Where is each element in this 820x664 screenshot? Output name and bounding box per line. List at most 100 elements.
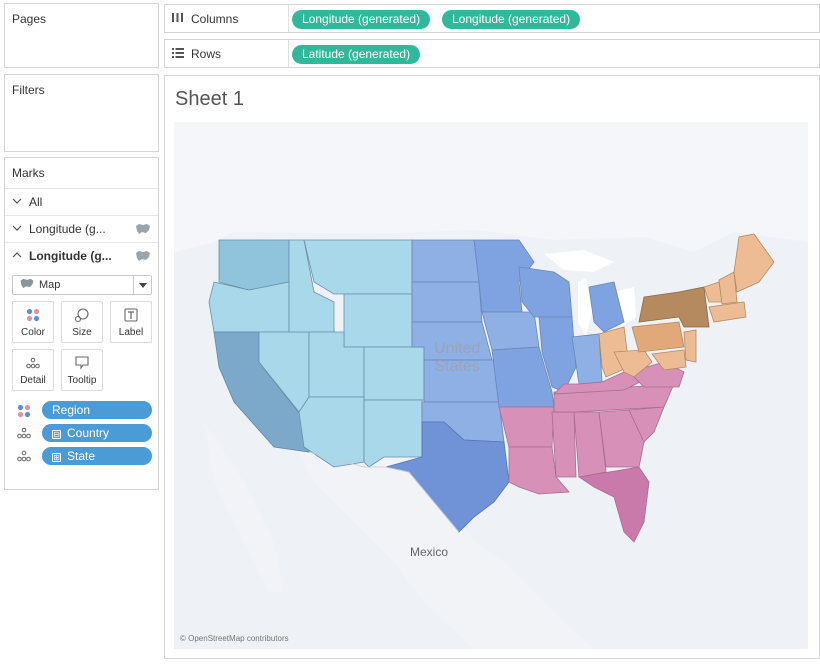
mark-type-value: Map (39, 279, 61, 291)
filters-title: Filters (12, 83, 45, 97)
label-card-label: Label (118, 327, 144, 338)
marks-row-label: All (29, 194, 43, 209)
lake-huron (614, 287, 636, 327)
state-new-york (638, 286, 710, 328)
state-washington (218, 239, 290, 291)
border-line (308, 451, 460, 533)
size-card-label: Size (72, 327, 92, 338)
state-new-jersey (683, 329, 697, 363)
sheet-title[interactable]: Sheet 1 (175, 88, 244, 110)
state-colorado (363, 346, 425, 401)
marks-field-state: ⊞ State (17, 447, 153, 465)
marks-card: Marks All Longitude (g... Longitude (g..… (4, 157, 159, 490)
state-new-mexico (363, 399, 423, 468)
country-label-line: United (434, 340, 481, 357)
columns-icon (172, 12, 183, 26)
state-mississippi (551, 411, 577, 478)
marks-title: Marks (12, 166, 45, 180)
tooltip-card[interactable]: Tooltip (61, 349, 103, 391)
detail-icon (17, 427, 33, 441)
marks-row-all[interactable]: All (5, 188, 158, 214)
size-card[interactable]: Size (61, 301, 103, 343)
country-label-mexico: Mexico (410, 545, 449, 559)
state-massachusetts (708, 301, 747, 323)
rows-label: Rows (191, 47, 222, 61)
chevron-up-icon (5, 250, 23, 262)
mark-type-select[interactable]: Map (12, 275, 152, 295)
color-card-label: Color (21, 327, 45, 338)
state-arizona (298, 396, 365, 468)
shelf-divider (288, 40, 289, 67)
mexico-land (294, 442, 594, 649)
map-icon (135, 250, 151, 265)
state-pennsylvania (631, 321, 685, 353)
pages-shelf[interactable]: Pages (4, 3, 159, 68)
columns-label: Columns (191, 12, 239, 26)
country-label-line: States (434, 358, 480, 375)
map-view[interactable]: United States Mexico © OpenStreetMap con… (174, 122, 808, 649)
country-pill[interactable]: ⊟ Country (42, 424, 152, 442)
pill-label: State (67, 449, 96, 463)
detail-card-label: Detail (20, 375, 46, 386)
tooltip-card-label: Tooltip (67, 375, 97, 386)
map-canvas (174, 122, 808, 649)
state-minnesota (473, 239, 535, 313)
rows-shelf[interactable]: Rows Latitude (generated) (164, 39, 820, 68)
pill-label: Region (52, 403, 91, 417)
state-michigan (588, 281, 625, 333)
country-label-us: United States (434, 340, 480, 376)
columns-shelf[interactable]: Columns Longitude (generated) Longitude … (164, 4, 820, 33)
marks-row-longitude-2[interactable]: Longitude (g... (5, 242, 158, 268)
state-wyoming (343, 293, 413, 348)
color-icon (13, 307, 53, 323)
lake-michigan (578, 278, 592, 337)
state-georgia (598, 409, 645, 468)
detail-icon (17, 450, 33, 464)
state-indiana (571, 333, 603, 385)
text-label-icon (111, 307, 151, 323)
state-arkansas (498, 406, 555, 448)
state-florida (577, 466, 650, 543)
marks-field-country: ⊟ Country (17, 424, 153, 442)
state-pill[interactable]: ⊞ State (42, 447, 152, 465)
map-icon (135, 223, 151, 238)
rows-pill-latitude[interactable]: Latitude (generated) (292, 45, 421, 64)
lake-superior (544, 250, 614, 272)
map-attribution[interactable]: © OpenStreetMap contributors (180, 634, 289, 643)
map-icon (13, 278, 35, 292)
chevron-down-icon (5, 196, 23, 208)
marks-row-longitude-1[interactable]: Longitude (g... (5, 215, 158, 241)
label-card[interactable]: Label (110, 301, 152, 343)
columns-pill-longitude-2[interactable]: Longitude (generated) (442, 10, 581, 29)
shelf-divider (288, 5, 289, 32)
state-new-hampshire (718, 271, 738, 305)
expand-icon[interactable]: ⊞ (52, 453, 61, 462)
state-wisconsin (518, 266, 573, 318)
chevron-down-icon[interactable] (133, 276, 151, 294)
state-alabama (573, 411, 607, 478)
state-louisiana (508, 446, 570, 495)
region-pill[interactable]: Region (42, 401, 152, 419)
rows-icon (172, 47, 184, 61)
size-icon (62, 307, 102, 323)
state-north-dakota (411, 239, 480, 283)
state-iowa (481, 311, 540, 351)
detail-icon (13, 355, 53, 371)
state-missouri (491, 346, 555, 408)
color-icon (17, 404, 33, 418)
marks-row-label: Longitude (g... (29, 221, 106, 236)
chevron-down-icon (5, 223, 23, 235)
filters-shelf[interactable]: Filters (4, 74, 159, 152)
state-maryland (651, 349, 687, 371)
color-card[interactable]: Color (12, 301, 54, 343)
baja-land (204, 422, 284, 592)
tooltip-icon (62, 355, 102, 371)
columns-pill-longitude-1[interactable]: Longitude (generated) (292, 10, 431, 29)
state-maine (733, 233, 775, 293)
canada-land (174, 122, 808, 252)
pill-label: Country (67, 426, 110, 440)
marks-row-label: Longitude (g... (29, 248, 112, 263)
detail-card[interactable]: Detail (12, 349, 54, 391)
collapse-icon[interactable]: ⊟ (52, 430, 61, 439)
marks-field-region: Region (17, 401, 153, 419)
